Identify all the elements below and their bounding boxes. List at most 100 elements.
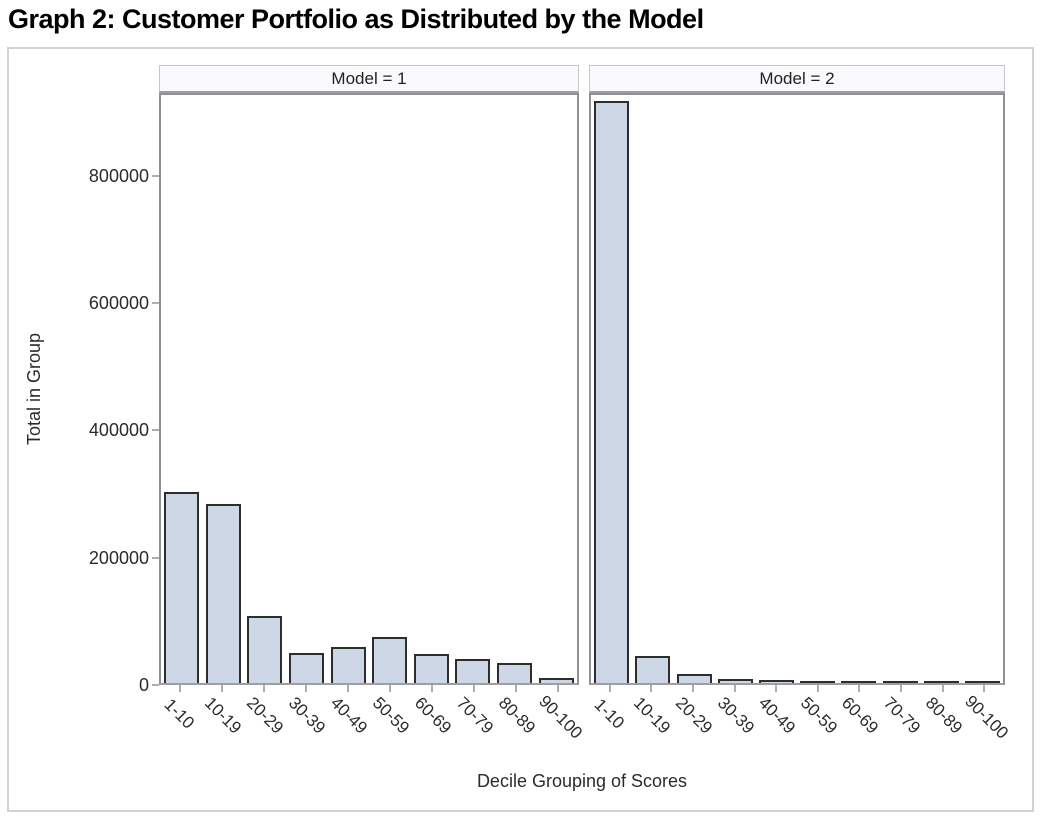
y-tick-label: 800000 [88,165,149,186]
bar-cell [286,95,328,683]
bar-cell [673,95,714,683]
x-tick-label: 60-69 [410,693,456,738]
x-label-cell: 40-49 [755,693,800,771]
x-tick-mark [347,685,349,692]
bar-Model2-40-49 [758,679,794,683]
bar-Model2-70-79 [882,681,918,683]
x-tick-label: 40-49 [755,693,800,738]
x-tick-mark [221,685,223,692]
y-tick-label: 600000 [88,293,149,314]
x-tick-cell [922,685,964,693]
x-tick-label: 90-100 [961,691,1013,743]
x-tick-cell [589,685,631,693]
x-tick-mark [650,685,653,692]
x-tick-label: 1-10 [590,694,628,733]
x-tick-mark [557,685,559,692]
bar-Model2-80-89 [923,681,959,683]
bar-Model2-60-69 [841,681,877,683]
x-tick-mark [515,685,517,692]
x-tick-label: 40-49 [326,693,372,738]
bar-Model2-30-39 [717,678,753,683]
x-label-row: 1-10 10-19 20-29 30-39 40-49 50-59 60-69 70-79 8… [159,692,587,771]
bar-cell [535,95,577,683]
x-tick-mark [899,685,902,692]
bar-Model1-50-59 [372,637,408,683]
bar-Model2-20-29 [676,674,712,683]
x-tick-mark [431,685,433,692]
x-label-cell: 20-29 [242,693,288,771]
x-label-cell: 60-69 [838,693,882,771]
x-tick-cell [285,685,327,693]
bar-cell [244,95,286,683]
y-tick-label: 200000 [88,547,149,568]
bar-Model1-80-89 [497,663,533,683]
x-tick-mark [816,685,819,692]
x-tick-mark [608,685,611,692]
bar-Model2-50-59 [800,680,836,683]
bar-cell [838,95,879,683]
panel-plot-area [159,93,579,685]
x-tick-label: 50-59 [368,693,414,738]
bar-Model1-30-39 [289,653,325,683]
x-label-row: 1-10 10-19 20-29 30-39 40-49 50-59 60-69 70-79 8… [589,692,1012,771]
panel-plot-area [589,93,1005,685]
x-label-cell: 90-100 [535,692,586,771]
y-tick-mark [152,429,159,432]
bar-cell [591,95,632,683]
bar-cell [494,95,536,683]
x-tick-label: 90-100 [535,691,587,743]
bar-cell [369,95,411,683]
x-label-cell: 30-39 [284,693,330,771]
x-tick-mark [473,685,475,692]
x-label-cell: 70-79 [453,693,497,771]
x-tick-mark [305,685,307,692]
x-label-cell: 90-100 [961,692,1012,771]
bar-cell [921,95,962,683]
bar-Model2-10-19 [635,655,671,683]
x-tick-label: 30-39 [284,693,330,738]
bar-Model2-1-10 [594,100,630,683]
x-tick-mark [691,685,694,692]
bar-Model1-60-69 [413,654,449,683]
x-tick-label: 10-19 [630,693,675,738]
bar-Model2-90-100 [964,681,1000,683]
x-tick-cell [243,685,285,693]
x-tick-cell [755,685,797,693]
x-tick-cell [411,685,453,693]
x-label-cell: 1-10 [589,693,631,771]
x-tick-label: 20-29 [242,693,288,738]
x-tick-label: 20-29 [671,693,717,738]
x-tick-cell [369,685,411,693]
bar-Model1-90-100 [538,677,574,683]
bar-cell [962,95,1003,683]
y-tick-label: 0 [138,675,149,695]
x-label-cell: 30-39 [713,693,757,771]
bar-cell [632,95,673,683]
y-axis-title: Total in Group [24,332,44,446]
bar-cell [715,95,756,683]
x-label-cell: 20-29 [671,693,717,771]
x-label-cell: 50-59 [796,693,841,771]
x-tick-label: 70-79 [879,693,925,738]
x-label-cell: 80-89 [921,693,966,771]
y-tick-mark [152,684,159,686]
x-label-cell: 70-79 [879,693,925,771]
x-tick-cell [159,685,201,693]
x-axis-title: Decile Grouping of Scores [476,771,688,791]
x-tick-cell [797,685,839,693]
x-tick-mark [858,685,861,692]
x-tick-label: 80-89 [921,693,966,738]
bar-cell [411,95,453,683]
x-tick-label: 50-59 [796,693,841,738]
x-label-cell: 40-49 [326,693,372,771]
bar-Model1-70-79 [455,658,491,683]
x-tick-mark [263,685,265,692]
x-label-cell: 1-10 [159,693,201,771]
x-tick-cell [201,685,243,693]
x-tick-cell [537,685,579,693]
x-tick-cell [631,685,673,693]
x-tick-cell [839,685,881,693]
x-tick-cell [453,685,495,693]
bar-row [591,95,1003,683]
bar-Model1-40-49 [330,646,366,683]
